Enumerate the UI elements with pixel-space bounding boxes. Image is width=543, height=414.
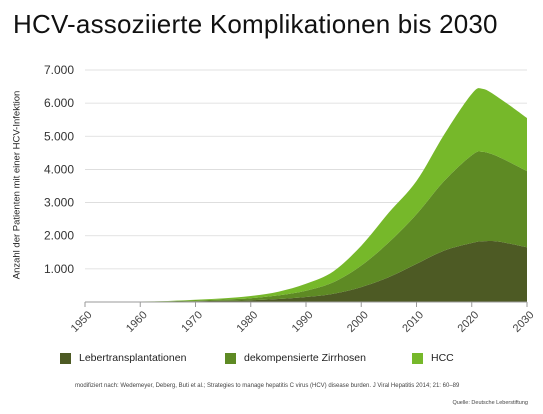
legend: Lebertransplantationen dekompensierte Zi… [0, 352, 543, 368]
y-axis-label: Anzahl der Patienten mit einer HCV-Infek… [11, 90, 23, 280]
legend-label: dekompensierte Zirrhosen [244, 352, 366, 364]
stacked-areas [85, 88, 527, 303]
y-tick-labels: 1.000 2.000 3.000 4.000 5.000 6.000 7.000 [44, 63, 74, 276]
x-tick-label: 1970 [179, 309, 205, 335]
x-tick-label: 2020 [456, 309, 482, 335]
area-lebertransplantationen [85, 241, 527, 302]
legend-label: Lebertransplantationen [79, 352, 187, 364]
x-tick-label: 1980 [235, 309, 261, 335]
area-hcc [85, 88, 527, 303]
grid-lines [85, 69, 527, 270]
x-tick-label: 2030 [511, 309, 537, 335]
legend-swatch [225, 352, 236, 364]
source-footnote: modifiziert nach: Wedemeyer, Deberg, But… [75, 383, 460, 389]
x-tick-labels: 1950 1960 1970 1980 1990 2000 2010 2020 2030 [69, 309, 537, 335]
y-tick-label: 4.000 [44, 162, 74, 176]
y-tick-label: 3.000 [44, 196, 74, 210]
legend-item-dekompensierte-zirrhosen: dekompensierte Zirrhosen [225, 352, 366, 364]
y-tick-label: 2.000 [44, 229, 74, 243]
legend-swatch [412, 352, 423, 364]
legend-item-lebertransplantationen: Lebertransplantationen [60, 352, 186, 364]
y-tick-label: 1.000 [44, 262, 74, 276]
y-tick-label: 6.000 [44, 96, 74, 110]
legend-label: HCC [431, 352, 454, 364]
legend-item-hcc: HCC [412, 352, 454, 364]
x-tick-label: 1950 [69, 309, 95, 335]
x-tick-label: 2010 [400, 309, 426, 335]
legend-swatch [60, 352, 71, 364]
y-tick-label: 5.000 [44, 129, 74, 143]
y-tick-label: 7.000 [44, 63, 74, 77]
source-credit: Quelle: Deutsche Leberstiftung [452, 400, 528, 406]
x-tick-label: 2000 [345, 309, 371, 335]
chart-title: HCV-assoziierte Komplikationen bis 2030 [13, 9, 498, 39]
x-tick-label: 1990 [290, 309, 316, 335]
axes [84, 301, 528, 307]
x-tick-label: 1960 [124, 309, 150, 335]
area-dekompensierte-zirrhosen [85, 151, 527, 302]
